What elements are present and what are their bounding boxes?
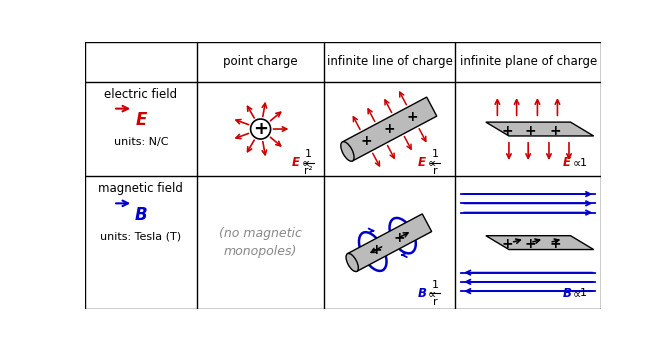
- Text: units: N/C: units: N/C: [114, 137, 168, 147]
- Text: units: Tesla (T): units: Tesla (T): [100, 231, 182, 242]
- Text: +: +: [525, 124, 536, 137]
- Text: 1: 1: [431, 280, 438, 290]
- Polygon shape: [486, 122, 594, 136]
- Text: 1: 1: [580, 288, 587, 298]
- Text: 1: 1: [431, 149, 438, 159]
- Text: B: B: [135, 206, 147, 224]
- Text: r: r: [433, 297, 438, 307]
- Ellipse shape: [346, 253, 358, 272]
- Text: E: E: [292, 156, 299, 169]
- Text: +: +: [549, 237, 561, 251]
- Text: $\propto$: $\propto$: [570, 287, 581, 300]
- Text: +: +: [360, 134, 373, 149]
- Text: +: +: [384, 122, 395, 136]
- Text: point charge: point charge: [223, 55, 298, 68]
- Text: electric field: electric field: [105, 87, 178, 101]
- Text: +: +: [371, 243, 383, 256]
- Ellipse shape: [341, 142, 354, 161]
- Text: +: +: [407, 110, 419, 124]
- Text: E: E: [418, 156, 426, 169]
- Text: 1: 1: [580, 158, 587, 168]
- Text: r²: r²: [304, 166, 313, 176]
- Polygon shape: [486, 236, 594, 249]
- Text: +: +: [501, 237, 513, 251]
- Text: $\propto$: $\propto$: [570, 156, 581, 169]
- Text: E: E: [563, 156, 571, 169]
- Text: 1: 1: [306, 149, 312, 159]
- Text: E: E: [135, 111, 147, 129]
- Text: B: B: [418, 287, 427, 300]
- Circle shape: [251, 119, 271, 139]
- Text: $\propto$: $\propto$: [425, 156, 436, 169]
- Text: r: r: [433, 166, 438, 176]
- Text: infinite line of charge: infinite line of charge: [327, 55, 452, 68]
- Text: +: +: [525, 237, 536, 251]
- Text: +: +: [501, 124, 513, 137]
- Text: infinite plane of charge: infinite plane of charge: [460, 55, 597, 68]
- Text: $\propto$: $\propto$: [299, 156, 310, 169]
- Text: +: +: [393, 231, 405, 245]
- Text: (no magnetic
monopoles): (no magnetic monopoles): [219, 227, 302, 258]
- Text: magnetic field: magnetic field: [98, 182, 184, 195]
- Text: +: +: [253, 120, 268, 138]
- Polygon shape: [342, 97, 437, 161]
- Text: B: B: [563, 287, 572, 300]
- Text: $\propto$: $\propto$: [425, 287, 436, 300]
- Text: +: +: [549, 124, 561, 137]
- Polygon shape: [348, 214, 431, 271]
